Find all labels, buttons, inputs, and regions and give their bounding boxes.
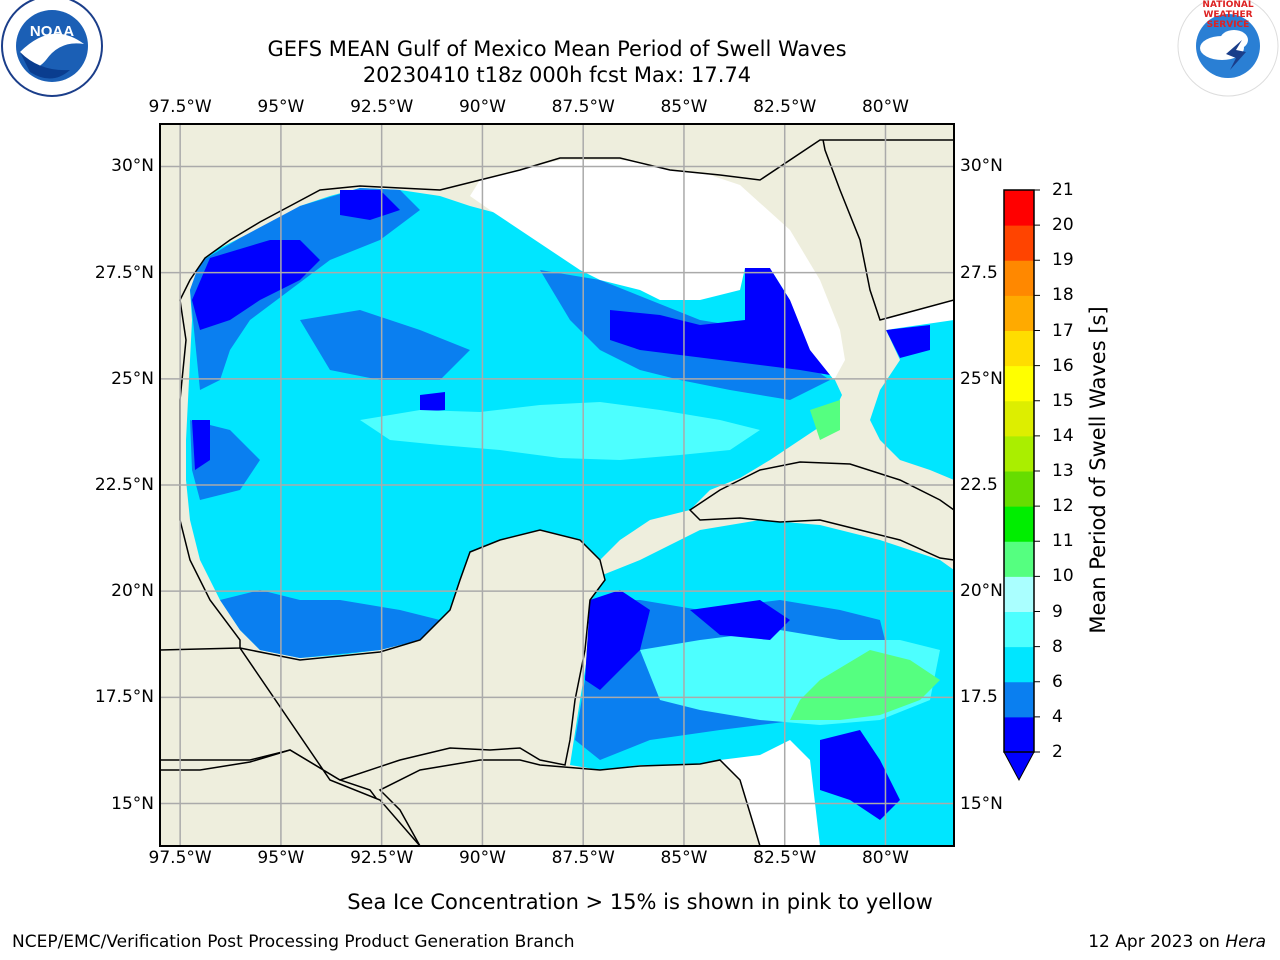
lon-tick-bottom: 95°W <box>257 848 305 868</box>
colorbar-tick-label: 8 <box>1052 636 1063 657</box>
lat-tick-right: 17.5 <box>960 687 998 708</box>
colorbar-tick-label: 13 <box>1052 461 1074 481</box>
lon-tick-top: 85°W <box>660 97 708 117</box>
lon-tick-bottom: 82.5°W <box>753 848 817 868</box>
colorbar-tick-label: 12 <box>1052 496 1074 517</box>
colorbar <box>1003 189 1040 782</box>
colorbar-tick-label: 20 <box>1052 215 1074 236</box>
colorbar-segment <box>1004 541 1034 577</box>
footer-date: 12 Apr 2023 on <box>1088 932 1226 952</box>
colorbar-tick-label: 18 <box>1052 285 1074 306</box>
lat-tick-right: 20°N <box>960 581 1003 602</box>
nodata-florida <box>470 160 845 380</box>
colorbar-tick-label: 10 <box>1052 566 1074 587</box>
lon-tick-bottom: 80°W <box>861 848 909 868</box>
colorbar-segment <box>1004 681 1034 718</box>
lat-tick-right: 15°N <box>960 793 1003 814</box>
colorbar-segment <box>1004 435 1034 472</box>
footer-host: Hera <box>1225 932 1266 952</box>
lat-tick-left: 17.5°N <box>94 687 154 708</box>
colorbar-segment <box>1004 506 1034 542</box>
land-cuba <box>688 461 954 561</box>
lat-tick-right: 22.5 <box>960 475 998 495</box>
lon-tick-top: 90°W <box>458 97 506 117</box>
lat-tick-right: 30°N <box>960 156 1003 177</box>
land-florida <box>819 124 954 321</box>
colorbar-label: Mean Period of Swell Waves [s] <box>1086 306 1110 634</box>
colorbar-segment <box>1004 716 1034 753</box>
colorbar-tick-label: 4 <box>1052 706 1063 727</box>
lon-tick-top: 80°W <box>861 97 909 117</box>
dark-blue-n <box>340 190 400 220</box>
nws-ring-text: NATIONAL WEATHER SERVICE <box>1202 0 1254 30</box>
lon-tick-bottom: 97.5°W <box>148 848 212 868</box>
dark-blue-c <box>420 392 445 412</box>
footer-left: NCEP/EMC/Verification Post Processing Pr… <box>12 932 575 952</box>
caribbean-dark-se <box>820 730 900 820</box>
shelf-southwest <box>220 590 440 658</box>
shelf-north-central <box>300 310 470 380</box>
lat-tick-left: 27.5°N <box>94 262 154 283</box>
colorbar-segment <box>1004 260 1034 296</box>
colorbar-segment <box>1004 225 1034 261</box>
lon-tick-bottom: 90°W <box>458 848 506 868</box>
dark-blue-nw <box>192 240 320 330</box>
lat-tick-left: 25°N <box>111 368 154 389</box>
lat-tick-right: 25°N <box>960 368 1003 389</box>
colorbar-segment <box>1004 190 1034 226</box>
chart-subtitle: 20230410 t18z 000h fcst Max: 17.74 <box>362 63 752 87</box>
atlantic-green <box>810 400 840 440</box>
map-grid <box>160 124 954 846</box>
map-frame <box>159 123 955 847</box>
lon-tick-bottom: 87.5°W <box>551 848 615 868</box>
nodata-south <box>720 740 820 846</box>
colorbar-segment <box>1004 471 1034 507</box>
lat-tick-right: 27.5 <box>960 262 998 283</box>
colorbar-tick-label: 9 <box>1052 601 1063 622</box>
lat-tick-left: 22.5°N <box>94 475 154 495</box>
lon-tick-bottom: 92.5°W <box>350 848 414 868</box>
colorbar-segment <box>1004 611 1034 648</box>
colorbar-tick-label: 21 <box>1052 180 1074 200</box>
dark-blue-w <box>192 420 210 470</box>
atlantic-water <box>870 320 954 480</box>
colorbar-tick-label: 15 <box>1052 390 1074 411</box>
lat-tick-left: 30°N <box>111 156 154 177</box>
caribbean-green <box>790 650 940 720</box>
lat-tick-left: 15°N <box>111 793 154 814</box>
colorbar-segment <box>1004 365 1034 402</box>
land-north-coast <box>160 124 954 651</box>
caribbean-dark-sw <box>585 590 650 690</box>
lat-tick-left: 20°N <box>111 581 154 602</box>
colorbar-tick-label: 2 <box>1052 742 1063 762</box>
colorbar-tick-label: 19 <box>1052 250 1074 271</box>
colorbar-extend-arrow <box>1003 751 1035 782</box>
lon-tick-top: 87.5°W <box>551 97 615 117</box>
land-yucatan <box>160 529 606 846</box>
atlantic-dark <box>886 325 930 358</box>
chart-title: GEFS MEAN Gulf of Mexico Mean Period of … <box>267 37 847 61</box>
lon-tick-top: 92.5°W <box>350 97 414 117</box>
colorbar-segment <box>1004 295 1034 331</box>
lon-tick-top: 95°W <box>257 97 305 117</box>
colorbar-tick-label: 16 <box>1052 355 1074 376</box>
light-cyan-band <box>360 402 760 460</box>
lon-tick-top: 82.5°W <box>753 97 817 117</box>
lon-tick-top: 97.5°W <box>148 97 212 117</box>
colorbar-tick-label: 14 <box>1052 425 1074 446</box>
colorbar-segment <box>1004 646 1034 683</box>
colorbar-tick-label: 11 <box>1052 531 1074 552</box>
colorbar-segment <box>1004 330 1034 367</box>
shelf-north-west <box>190 188 420 390</box>
caption: Sea Ice Concentration > 15% is shown in … <box>347 890 933 914</box>
colorbar-segment <box>1004 576 1034 612</box>
colorbar-segment <box>1004 400 1034 437</box>
footer-right: 12 Apr 2023 on Hera <box>1088 932 1266 952</box>
caribbean-dark-s <box>690 600 790 640</box>
lon-tick-bottom: 85°W <box>660 848 708 868</box>
colorbar-tick-label: 6 <box>1052 671 1063 692</box>
dark-blue-ne <box>610 268 830 375</box>
colorbar-tick-label: 17 <box>1052 320 1074 341</box>
